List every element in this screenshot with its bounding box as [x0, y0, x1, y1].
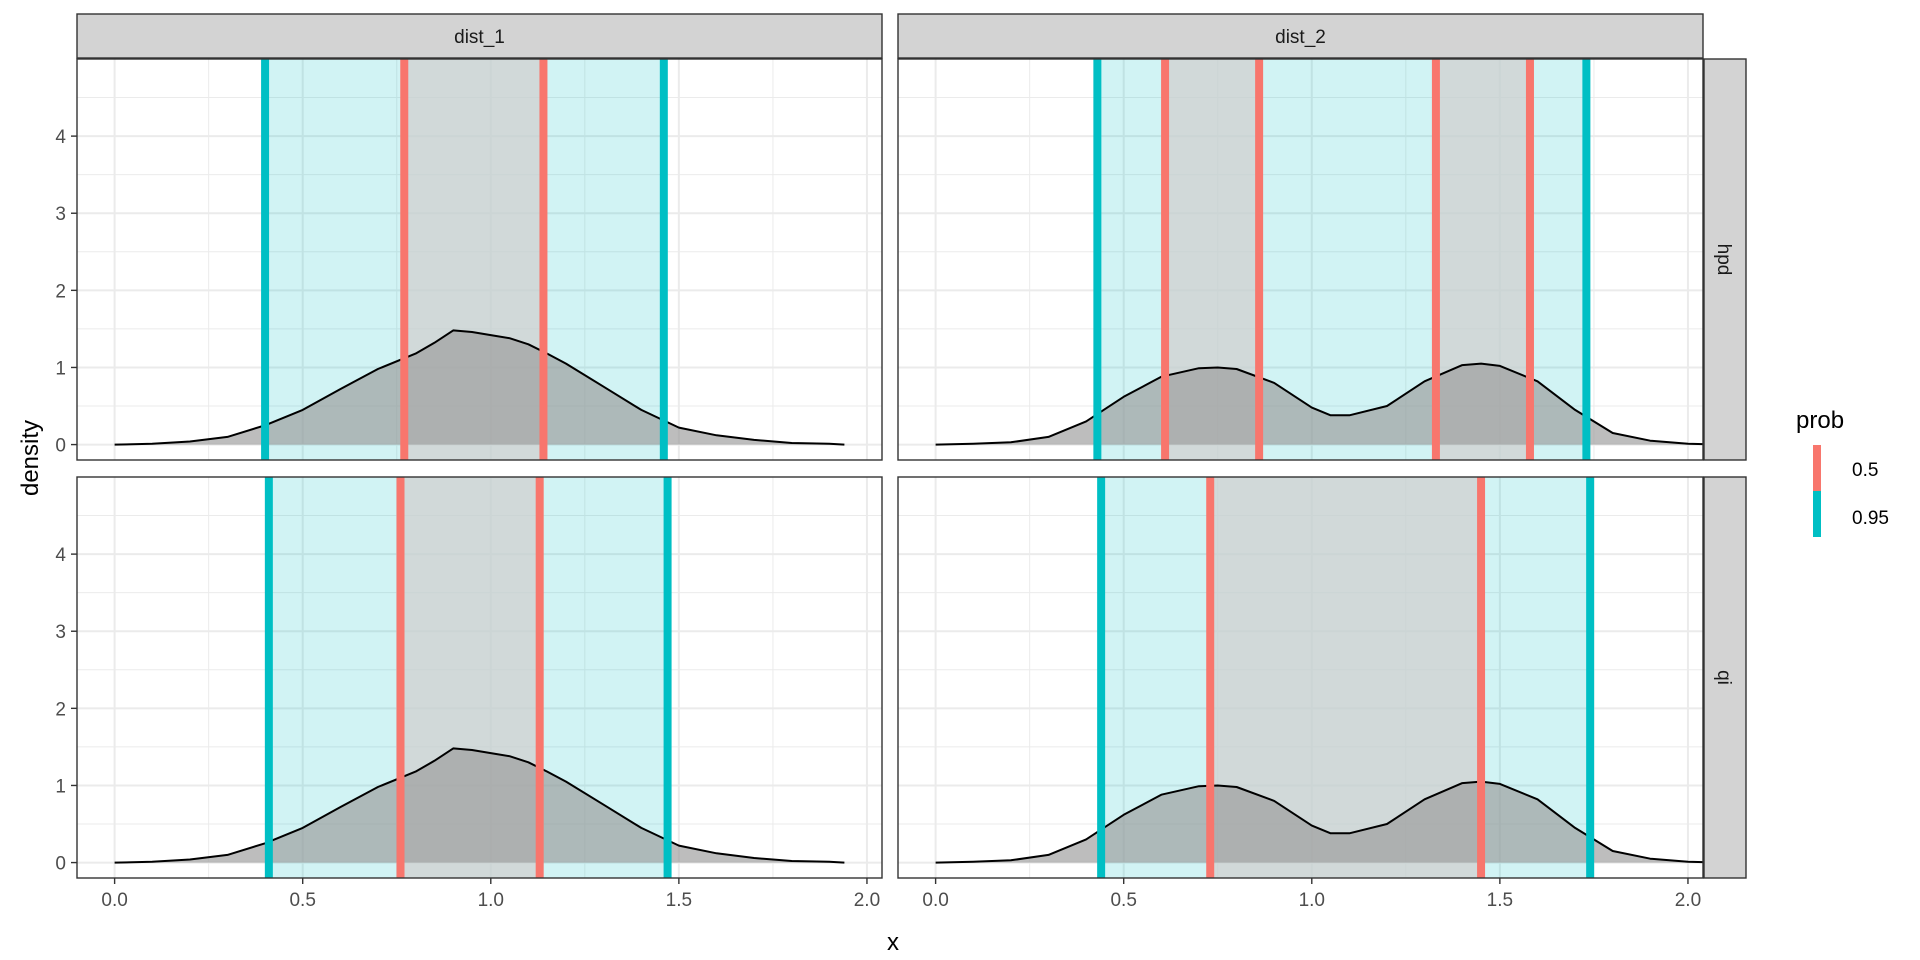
x-tick-label: 0.5 [1110, 890, 1136, 911]
x-tick-label: 2.0 [854, 890, 880, 911]
density-area [935, 363, 1703, 445]
x-tick-label: 0.5 [289, 890, 315, 911]
panel-dist_1-qi-marks [114, 477, 845, 878]
density-area [935, 781, 1703, 863]
panel-dist_2-qi-marks [935, 477, 1703, 878]
legend-label-0.95: 0.95 [1852, 508, 1889, 529]
panel-dist_1-qi [76, 476, 883, 879]
strip-qi-background [1703, 476, 1747, 879]
strip-hpd: hpd [1703, 58, 1747, 461]
y-axis-title: density [17, 420, 44, 496]
x-tick-label: 1.5 [666, 890, 692, 911]
y-tick-label: 3 [55, 204, 66, 225]
strip-qi-label: qi [1713, 670, 1734, 685]
panel-dist_1-hpd [76, 58, 883, 461]
panel-dist_2-hpd-border [897, 58, 1704, 461]
x-tick-label: 1.0 [478, 890, 504, 911]
panel-dist_1-hpd-marks [114, 59, 845, 460]
x-tick-label: 1.0 [1299, 890, 1325, 911]
legend-label-0.5: 0.5 [1852, 460, 1878, 481]
y-tick-label: 3 [55, 622, 66, 643]
strip-dist_2-label: dist_2 [1275, 27, 1326, 48]
density-area [114, 330, 845, 445]
panel-dist_2-hpd-background [898, 59, 1703, 460]
axes-layer: 0 1 2 3 4 0 1 2 3 4 0.0 0.5 1.0 1.5 2.0 0.0 0.5 1.0 1.5 2.0 [55, 127, 1701, 911]
strip-hpd-label: hpd [1713, 244, 1734, 276]
y-tick-label: 2 [55, 699, 66, 720]
strip-qi: qi [1703, 476, 1747, 879]
x-tick-label: 2.0 [1675, 890, 1701, 911]
strip-hpd-background [1703, 58, 1747, 461]
y-tick-label: 1 [55, 358, 66, 379]
strip-dist_1-label: dist_1 [454, 27, 505, 48]
legend-title: prob [1796, 407, 1844, 434]
panel-dist_1-qi-border [76, 476, 883, 879]
density-area [114, 748, 845, 863]
y-tick-label: 0 [55, 436, 66, 457]
x-tick-label: 0.0 [101, 890, 127, 911]
legend-swatch-0.95 [1813, 491, 1821, 537]
panel-dist_2-qi-border [897, 476, 1704, 879]
y-tick-label: 1 [55, 776, 66, 797]
y-tick-label: 2 [55, 281, 66, 302]
panel-dist_2-hpd-marks [935, 59, 1703, 460]
x-tick-label: 1.5 [1487, 890, 1513, 911]
x-axis-title: x [887, 929, 899, 956]
strip-dist_2-background [897, 13, 1704, 59]
legend: prob 0.5 0.95 [1796, 407, 1889, 537]
panel-dist_2-hpd [897, 58, 1704, 461]
y-tick-label: 0 [55, 854, 66, 875]
panels-layer [76, 58, 1704, 879]
strip-dist_1: dist_1 [76, 13, 883, 59]
density-line [935, 780, 1703, 864]
strip-dist_1-background [76, 13, 883, 59]
density-line [935, 362, 1703, 446]
x-tick-label: 0.0 [922, 890, 948, 911]
legend-swatch-0.5 [1813, 445, 1821, 491]
panel-dist_2-qi [897, 476, 1704, 879]
y-tick-label: 4 [55, 127, 66, 148]
strip-dist_2: dist_2 [897, 13, 1704, 59]
y-tick-label: 4 [55, 545, 66, 566]
panel-dist_1-hpd-border [76, 58, 883, 461]
